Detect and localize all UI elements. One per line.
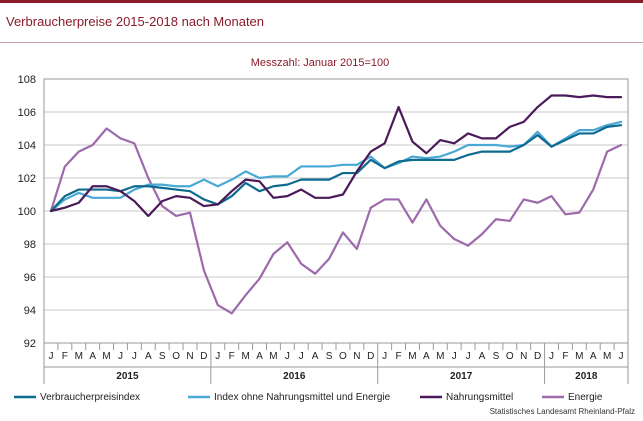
month-label: J [299, 351, 304, 362]
series-line-nahrungsmittel [49, 94, 623, 218]
title-divider [0, 42, 643, 43]
month-label: F [62, 351, 68, 362]
month-label: J [619, 351, 624, 362]
month-label: J [48, 351, 53, 362]
series-lines [49, 94, 623, 315]
month-label: D [200, 351, 207, 362]
month-label: M [102, 351, 110, 362]
month-label: J [452, 351, 457, 362]
month-label: S [493, 351, 500, 362]
month-label: M [269, 351, 277, 362]
year-label: 2017 [450, 371, 473, 382]
legend-label-index-ohne: Index ohne Nahrungsmittel und Energie [214, 392, 391, 403]
month-label: A [89, 351, 96, 362]
chart-title: Verbraucherpreise 2015-2018 nach Monaten [6, 14, 265, 29]
month-label: J [132, 351, 137, 362]
chart-subtitle: Messzahl: Januar 2015=100 [251, 57, 390, 69]
month-label: D [367, 351, 374, 362]
month-label: M [241, 351, 249, 362]
y-axis-ticks: 108 106 104 102 100 98 96 94 92 [18, 74, 36, 350]
y-tick-label: 96 [24, 272, 36, 284]
month-label: J [466, 351, 471, 362]
y-tick-label: 98 [24, 239, 36, 251]
legend-label-verbraucherpreisindex: Verbraucherpreisindex [40, 392, 140, 403]
y-tick-label: 106 [18, 107, 36, 119]
series-line-energie [49, 127, 623, 315]
y-tick-label: 94 [24, 305, 36, 317]
month-label: A [312, 351, 319, 362]
month-label: M [436, 351, 444, 362]
y-tick-label: 108 [18, 74, 36, 86]
month-label: N [520, 351, 527, 362]
month-label: J [118, 351, 123, 362]
year-label: 2018 [575, 371, 598, 382]
month-label: O [339, 351, 347, 362]
legend-item-verbraucherpreisindex: Verbraucherpreisindex [14, 392, 140, 403]
month-label: D [534, 351, 541, 362]
month-label: A [423, 351, 430, 362]
y-tick-label: 100 [18, 206, 36, 218]
month-label: A [590, 351, 597, 362]
legend-label-energie: Energie [568, 392, 603, 403]
month-label: M [575, 351, 583, 362]
month-label: O [172, 351, 180, 362]
legend-item-nahrungsmittel: Nahrungsmittel [420, 392, 513, 403]
month-label: N [353, 351, 360, 362]
y-tick-label: 102 [18, 173, 36, 185]
source-note: Statistisches Landesamt Rheinland-Pfalz [489, 407, 635, 416]
month-label: J [285, 351, 290, 362]
month-label: F [396, 351, 402, 362]
legend: Verbraucherpreisindex Index ohne Nahrung… [14, 392, 603, 403]
month-label: S [326, 351, 333, 362]
month-label: A [479, 351, 486, 362]
month-label: J [215, 351, 220, 362]
year-label: 2015 [116, 371, 139, 382]
legend-label-nahrungsmittel: Nahrungsmittel [446, 392, 513, 403]
year-label: 2016 [283, 371, 306, 382]
month-label: M [603, 351, 611, 362]
grid-lines [44, 111, 628, 311]
month-label: J [382, 351, 387, 362]
y-tick-label: 92 [24, 338, 36, 350]
month-label: M [408, 351, 416, 362]
month-label: M [75, 351, 83, 362]
month-label: S [159, 351, 166, 362]
month-label: F [562, 351, 568, 362]
series-line-verbraucherpreisindex [49, 124, 623, 213]
month-label: O [506, 351, 514, 362]
top-accent-bar [0, 0, 643, 3]
legend-item-index-ohne: Index ohne Nahrungsmittel und Energie [188, 392, 391, 403]
month-label: A [256, 351, 263, 362]
legend-item-energie: Energie [542, 392, 603, 403]
month-label: J [549, 351, 554, 362]
month-label: F [229, 351, 235, 362]
month-label: A [145, 351, 152, 362]
month-label: N [186, 351, 193, 362]
y-tick-label: 104 [18, 140, 36, 152]
